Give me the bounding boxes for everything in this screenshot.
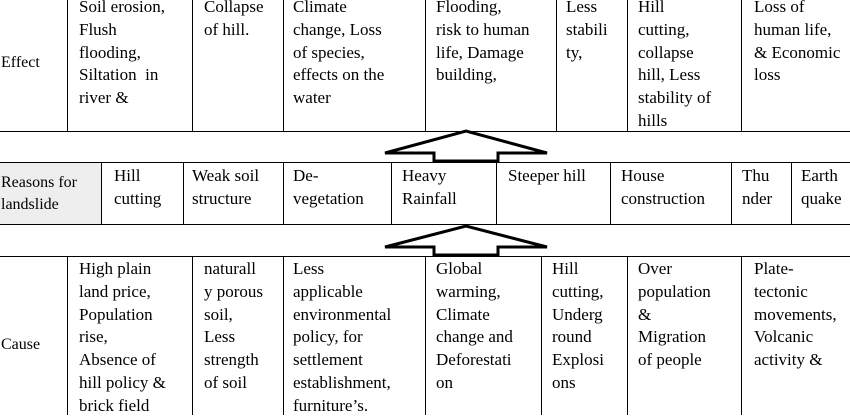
reason-cell: Weak soil structure	[192, 166, 260, 208]
cause-divider	[627, 256, 628, 415]
reason-cell: House construction	[621, 166, 706, 208]
effect-divider	[283, 0, 284, 132]
up-arrow-upper	[384, 129, 548, 163]
reason-cell: Steeper hill	[508, 166, 586, 185]
effect-cell: Collapse of hill.	[204, 0, 264, 39]
effect-divider	[67, 0, 68, 132]
cause-divider	[541, 256, 542, 415]
cause-divider	[192, 256, 193, 415]
reasons-row-label: Reasons for landslide	[1, 174, 77, 213]
effect-cell: Soil erosion, Flush flooding, Siltation …	[79, 0, 165, 108]
cause-cell: Less applicable environmental policy, fo…	[293, 259, 392, 415]
reasons-divider	[731, 162, 732, 225]
cause-divider	[67, 256, 68, 415]
effect-divider	[627, 0, 628, 132]
cause-cell: High plain land price, Population rise, …	[79, 259, 166, 415]
reason-cell: De- vegetation	[293, 166, 364, 208]
reasons-divider	[610, 162, 611, 225]
effect-row-label: Effect	[1, 54, 40, 71]
effect-divider	[556, 0, 557, 132]
reasons-label-shading	[0, 163, 101, 225]
cause-divider	[425, 256, 426, 415]
effect-cell: Less stabili ty,	[566, 0, 608, 62]
reasons-divider	[791, 162, 792, 225]
effect-divider	[192, 0, 193, 132]
cause-row-label: Cause	[1, 336, 41, 353]
cause-cell: naturall y porous soil, Less strength of…	[204, 259, 264, 392]
effect-cell: Climate change, Loss of species, effects…	[293, 0, 385, 108]
reason-cell: Hill cutting	[114, 166, 162, 208]
reason-cell: Thu nder	[742, 166, 773, 208]
effect-divider	[425, 0, 426, 132]
reason-cell: Heavy Rainfall	[402, 166, 457, 208]
cause-cell: Hill cutting, Underg round Explosi ons	[552, 259, 604, 392]
cause-cell: Global warming, Climate change and Defor…	[436, 259, 513, 392]
reasons-divider	[391, 162, 392, 225]
reasons-divider	[283, 162, 284, 225]
reasons-row-top-border	[0, 162, 850, 163]
effect-cell: Loss of human life, & Economic loss	[754, 0, 841, 85]
reasons-row-bottom-border	[0, 224, 850, 225]
cause-divider	[741, 256, 742, 415]
reasons-divider	[183, 162, 184, 225]
cause-divider	[283, 256, 284, 415]
cause-cell: Plate- tectonic movements, Volcanic acti…	[754, 259, 837, 370]
effect-divider	[741, 0, 742, 132]
effect-cell: Flooding, risk to human life, Damage bui…	[436, 0, 530, 85]
effect-cell: Hill cutting, collapse hill, Less stabil…	[638, 0, 712, 130]
reasons-divider	[101, 162, 102, 225]
up-arrow-lower	[384, 224, 548, 257]
reasons-divider	[496, 162, 497, 225]
reason-cell: Earth quake	[801, 166, 842, 208]
cause-cell: Over population & Migration of people	[638, 259, 711, 370]
